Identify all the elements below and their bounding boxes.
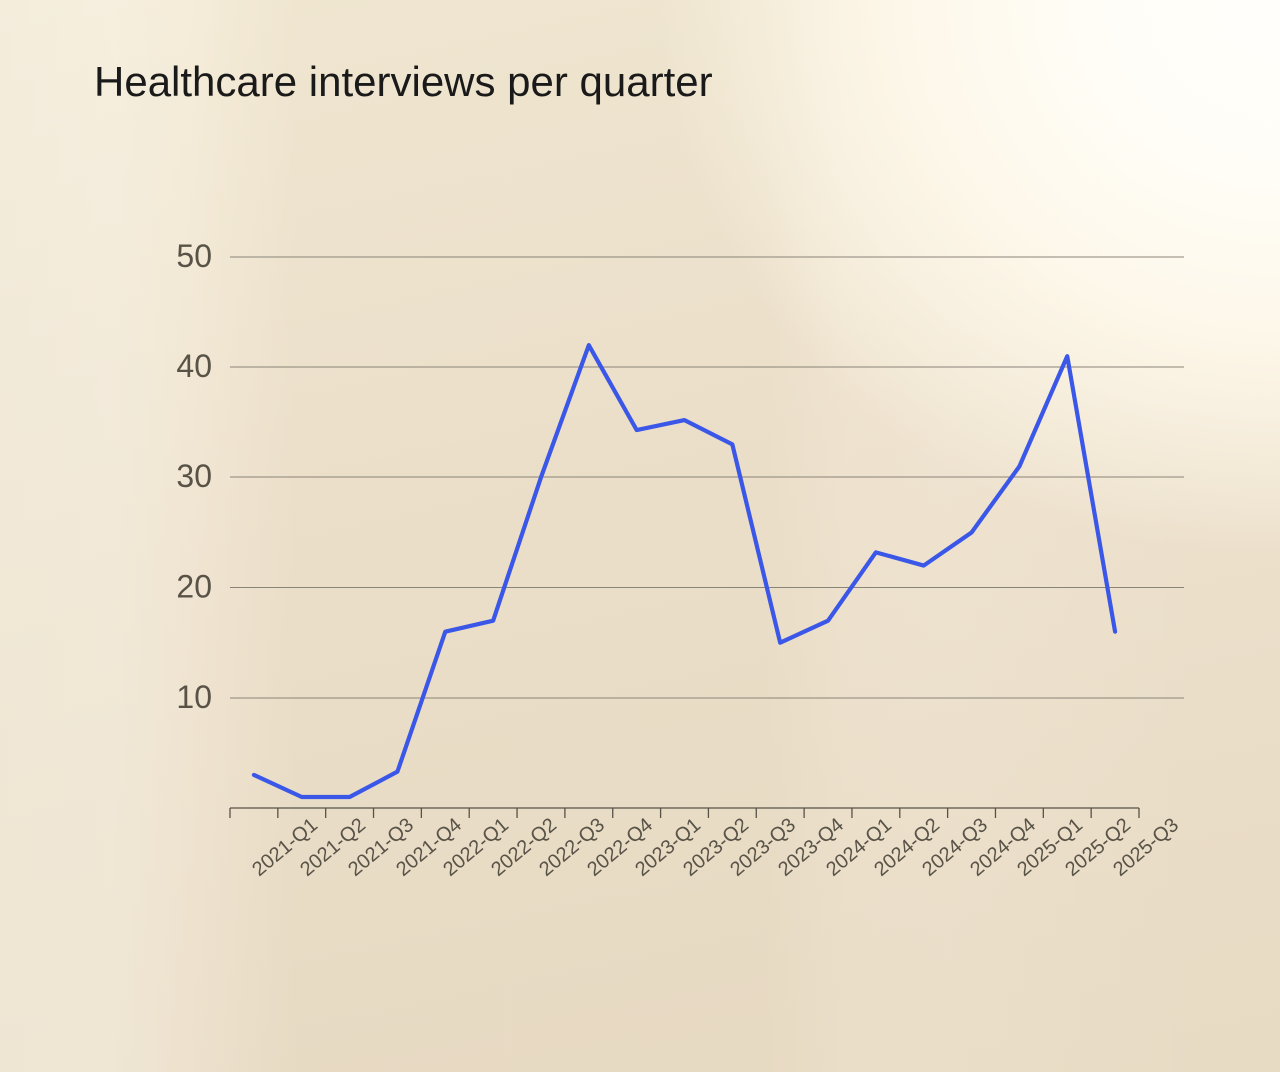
svg-text:40: 40 bbox=[176, 348, 212, 384]
svg-text:10: 10 bbox=[176, 679, 212, 715]
svg-text:50: 50 bbox=[176, 238, 212, 274]
svg-text:20: 20 bbox=[176, 569, 212, 605]
svg-text:30: 30 bbox=[176, 458, 212, 494]
